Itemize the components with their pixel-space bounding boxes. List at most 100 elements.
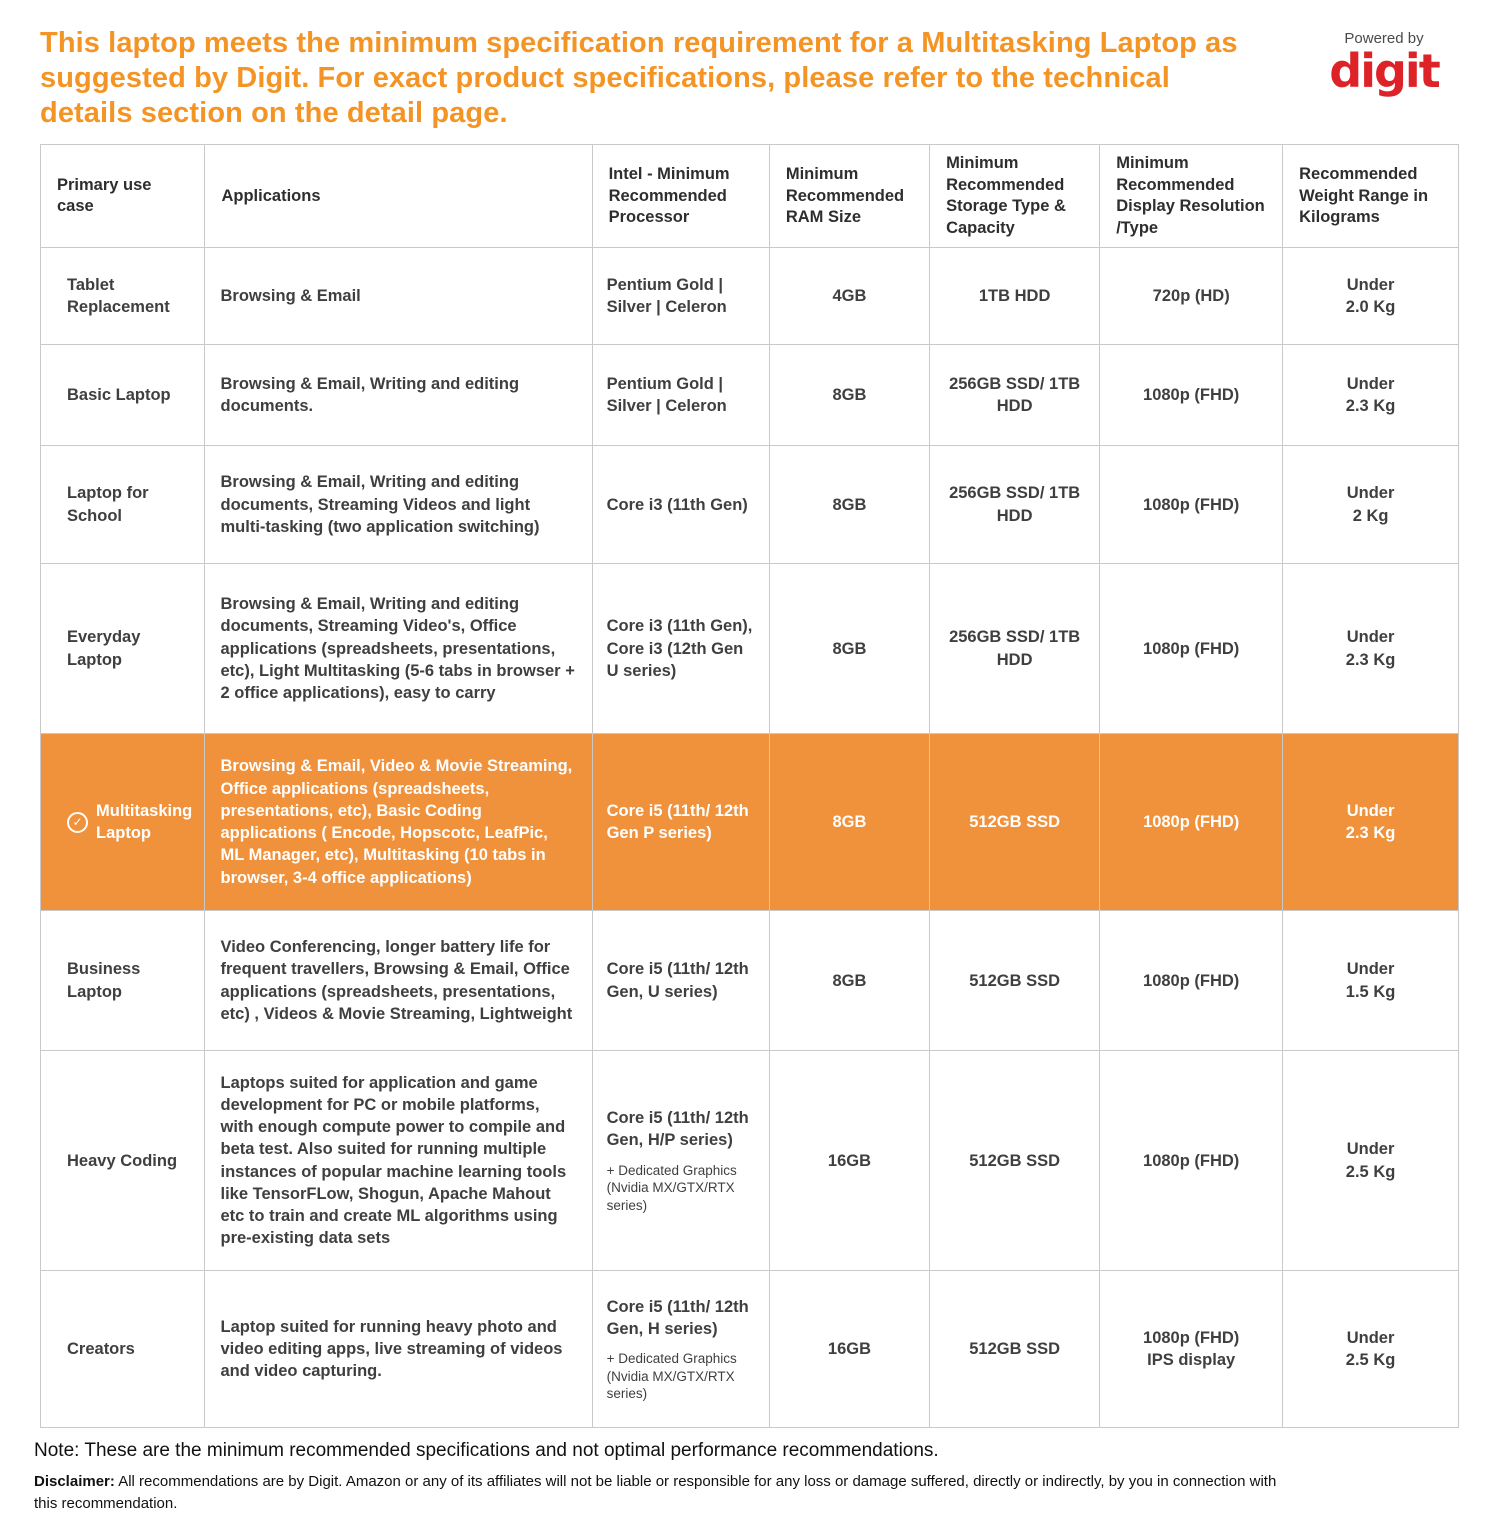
processor-text: Core i5 (11th/ 12th Gen, H/P series): [606, 1109, 749, 1150]
col-header-weight: Recommended Weight Range in Kilograms: [1282, 144, 1459, 249]
ram-cell: 8GB: [768, 344, 931, 447]
weight-line: Under: [1346, 374, 1395, 393]
weight-cell: Under 2.0 Kg: [1282, 247, 1459, 346]
ram-cell: 8GB: [768, 910, 931, 1052]
weight-line: Under: [1346, 1140, 1395, 1159]
weight-line: Under: [1346, 628, 1395, 647]
table-row-tablet-replacement: Tablet Replacement Browsing & Email Pent…: [39, 247, 1459, 346]
weight-cell: Under 2.3 Kg: [1282, 344, 1459, 447]
use-case-cell: Basic Laptop: [39, 344, 206, 447]
note-label: Note:: [34, 1440, 80, 1462]
applications-cell: Browsing & Email, Writing and editing do…: [204, 344, 593, 447]
use-case-cell: Tablet Replacement: [39, 247, 206, 346]
disclaimer-label: Disclaimer:: [34, 1473, 115, 1491]
applications-cell: Browsing & Email, Writing and editing do…: [204, 563, 593, 735]
digit-brand: Powered by digit: [1309, 26, 1459, 95]
col-header-primary-use-case: Primary use case: [39, 144, 206, 249]
processor-cell: Core i5 (11th/ 12th Gen, H series) + Ded…: [591, 1270, 770, 1429]
col-header-display: Minimum Recommended Display Resolution /…: [1099, 144, 1284, 249]
display-cell: 1080p (FHD): [1099, 563, 1284, 735]
applications-cell: Browsing & Email, Writing and editing do…: [204, 445, 593, 565]
weight-line: Under: [1346, 1328, 1395, 1347]
weight-cell: Under 2.3 Kg: [1282, 563, 1459, 735]
processor-cell: Core i5 (11th/ 12th Gen, H/P series) + D…: [591, 1050, 770, 1272]
storage-cell: 512GB SSD: [929, 1270, 1101, 1429]
processor-cell: Pentium Gold | Silver | Celeron: [591, 344, 770, 447]
storage-cell: 256GB SSD/ 1TB HDD: [929, 445, 1101, 565]
weight-cell: Under 2.3 Kg: [1282, 733, 1459, 912]
table-row-creators: Creators Laptop suited for running heavy…: [39, 1270, 1459, 1429]
weight-cell: Under 2 Kg: [1282, 445, 1459, 565]
weight-line: 2.3 Kg: [1345, 397, 1396, 416]
processor-cell: Pentium Gold | Silver | Celeron: [591, 247, 770, 346]
storage-cell: 512GB SSD: [929, 1050, 1101, 1272]
table-row-basic-laptop: Basic Laptop Browsing & Email, Writing a…: [39, 344, 1459, 447]
col-header-applications: Applications: [204, 144, 593, 249]
ram-cell: 8GB: [768, 733, 931, 912]
weight-line: 2.3 Kg: [1345, 824, 1396, 843]
table-row-laptop-for-school: Laptop for School Browsing & Email, Writ…: [39, 445, 1459, 565]
weight-cell: Under 1.5 Kg: [1282, 910, 1459, 1052]
powered-by-label: Powered by: [1344, 30, 1424, 47]
storage-cell: 512GB SSD: [929, 910, 1101, 1052]
display-cell: 1080p (FHD): [1099, 733, 1284, 912]
page-title: This laptop meets the minimum specificat…: [40, 27, 1238, 129]
weight-line: Under: [1346, 275, 1395, 294]
ram-cell: 8GB: [768, 445, 931, 565]
processor-cell: Core i5 (11th/ 12th Gen, U series): [591, 910, 770, 1052]
table-row-heavy-coding: Heavy Coding Laptops suited for applicat…: [39, 1050, 1459, 1272]
use-case-cell: Creators: [39, 1270, 206, 1429]
applications-cell: Video Conferencing, longer battery life …: [204, 910, 593, 1052]
table-row-multitasking-laptop-highlighted: ✓ Multitasking Laptop Browsing & Email, …: [39, 733, 1459, 912]
ram-cell: 8GB: [768, 563, 931, 735]
disclaimer-text: Disclaimer: All recommendations are by D…: [34, 1471, 1284, 1515]
weight-line: 2.5 Kg: [1345, 1162, 1396, 1181]
display-cell: 1080p (FHD) IPS display: [1099, 1270, 1284, 1429]
display-cell: 1080p (FHD): [1099, 1050, 1284, 1272]
disclaimer-body: All recommendations are by Digit. Amazon…: [34, 1473, 1277, 1512]
col-header-ram: Minimum Recommended RAM Size: [768, 144, 931, 249]
note-body: These are the minimum recommended specif…: [84, 1440, 939, 1462]
processor-cell: Core i5 (11th/ 12th Gen P series): [591, 733, 770, 912]
use-case-cell: ✓ Multitasking Laptop: [39, 733, 206, 912]
col-header-processor: Intel - Minimum Recommended Processor: [591, 144, 770, 249]
ram-cell: 4GB: [768, 247, 931, 346]
use-case-cell: Heavy Coding: [39, 1050, 206, 1272]
processor-text: Core i5 (11th/ 12th Gen, H series): [606, 1297, 749, 1338]
display-line: 1080p (FHD): [1143, 1328, 1240, 1347]
use-case-cell: Everyday Laptop: [39, 563, 206, 735]
header: This laptop meets the minimum specificat…: [40, 26, 1459, 130]
display-cell: 1080p (FHD): [1099, 445, 1284, 565]
ram-cell: 16GB: [768, 1270, 931, 1429]
weight-line: 2 Kg: [1352, 506, 1389, 525]
storage-cell: 256GB SSD/ 1TB HDD: [929, 344, 1101, 447]
display-cell: 1080p (FHD): [1099, 344, 1284, 447]
ram-cell: 16GB: [768, 1050, 931, 1272]
table-header-row: Primary use case Applications Intel - Mi…: [39, 144, 1459, 249]
footer: Note: These are the minimum recommended …: [34, 1440, 1459, 1515]
weight-line: 2.3 Kg: [1345, 650, 1396, 669]
use-case-flex: ✓ Multitasking Laptop: [67, 800, 194, 845]
storage-cell: 256GB SSD/ 1TB HDD: [929, 563, 1101, 735]
storage-cell: 512GB SSD: [929, 733, 1101, 912]
col-header-storage: Minimum Recommended Storage Type & Capac…: [929, 144, 1101, 249]
processor-graphics-note: + Dedicated Graphics (Nvidia MX/GTX/RTX …: [606, 1162, 737, 1213]
processor-graphics-note: + Dedicated Graphics (Nvidia MX/GTX/RTX …: [606, 1351, 737, 1402]
applications-cell: Laptop suited for running heavy photo an…: [204, 1270, 593, 1429]
display-cell: 1080p (FHD): [1099, 910, 1284, 1052]
table-row-business-laptop: Business Laptop Video Conferencing, long…: [39, 910, 1459, 1052]
processor-cell: Core i3 (11th Gen), Core i3 (12th Gen U …: [591, 563, 770, 735]
applications-cell: Browsing & Email, Video & Movie Streamin…: [204, 733, 593, 912]
weight-cell: Under 2.5 Kg: [1282, 1270, 1459, 1429]
storage-cell: 1TB HDD: [929, 247, 1101, 346]
weight-line: 2.0 Kg: [1345, 298, 1396, 317]
display-cell: 720p (HD): [1099, 247, 1284, 346]
checkmark-icon: ✓: [67, 811, 88, 833]
spec-table: Primary use case Applications Intel - Mi…: [39, 144, 1459, 1429]
weight-line: 1.5 Kg: [1345, 982, 1396, 1001]
weight-cell: Under 2.5 Kg: [1282, 1050, 1459, 1272]
weight-line: Under: [1346, 484, 1395, 503]
use-case-label: Multitasking Laptop: [96, 801, 193, 843]
note-text: Note: These are the minimum recommended …: [34, 1440, 1459, 1462]
